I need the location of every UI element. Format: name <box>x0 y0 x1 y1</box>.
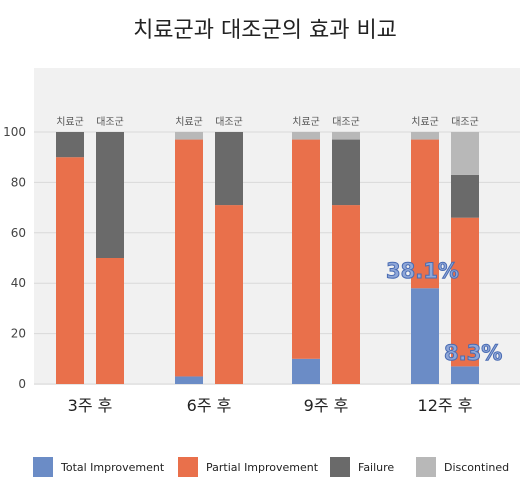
bar-group-label: 대조군 <box>332 116 360 128</box>
annotation-label: 8.3% <box>444 341 502 365</box>
bar-segment <box>175 376 203 384</box>
bar-segment <box>332 205 360 384</box>
bar-segment <box>215 205 243 384</box>
y-tick-label: 60 <box>11 226 26 240</box>
bar-group-label: 치료군 <box>175 116 203 128</box>
bar-segment <box>96 258 124 384</box>
x-category-label: 3주 후 <box>68 396 113 415</box>
legend-label: Total Improvement <box>60 461 165 474</box>
bar-segment <box>292 139 320 359</box>
y-tick-label: 20 <box>11 327 26 341</box>
legend-swatch <box>178 457 198 477</box>
bar-segment <box>332 132 360 140</box>
bar-group-label: 대조군 <box>215 116 243 128</box>
bar-segment <box>56 157 84 384</box>
bar-segment <box>56 132 84 158</box>
x-category-label: 6주 후 <box>187 396 232 415</box>
bar-group-label: 대조군 <box>451 116 479 128</box>
y-tick-label: 80 <box>11 175 26 189</box>
bar-segment <box>451 217 479 367</box>
bar-segment <box>451 132 479 175</box>
bar-segment <box>332 139 360 206</box>
bar-segment <box>215 132 243 206</box>
bar-segment <box>175 132 203 140</box>
bar-segment <box>451 174 479 218</box>
legend-swatch <box>33 457 53 477</box>
annotation-label: 38.1% <box>386 259 459 283</box>
legend-swatch <box>416 457 436 477</box>
legend-label: Partial Improvement <box>206 461 319 474</box>
x-category-label: 12주 후 <box>418 396 473 415</box>
bar-group-label: 대조군 <box>96 116 124 128</box>
bar-segment <box>292 358 320 384</box>
bar-group-label: 치료군 <box>411 116 439 128</box>
chart-title: 치료군과 대조군의 효과 비교 <box>133 18 397 43</box>
legend-label: Failure <box>358 461 394 474</box>
bar-segment <box>292 132 320 140</box>
bar-segment <box>96 132 124 258</box>
y-tick-label: 100 <box>3 125 26 139</box>
bar-segment <box>411 139 439 289</box>
bar-segment <box>411 132 439 140</box>
x-category-label: 9주 후 <box>304 396 349 415</box>
bar-group-label: 치료군 <box>292 116 320 128</box>
bar-group-label: 치료군 <box>56 116 84 128</box>
legend-swatch <box>330 457 350 477</box>
y-tick-label: 0 <box>18 377 26 391</box>
y-tick-label: 40 <box>11 276 26 290</box>
legend-label: Discontined <box>444 461 509 474</box>
bar-segment <box>175 139 203 377</box>
bar-segment <box>451 366 479 384</box>
bar-segment <box>411 288 439 384</box>
